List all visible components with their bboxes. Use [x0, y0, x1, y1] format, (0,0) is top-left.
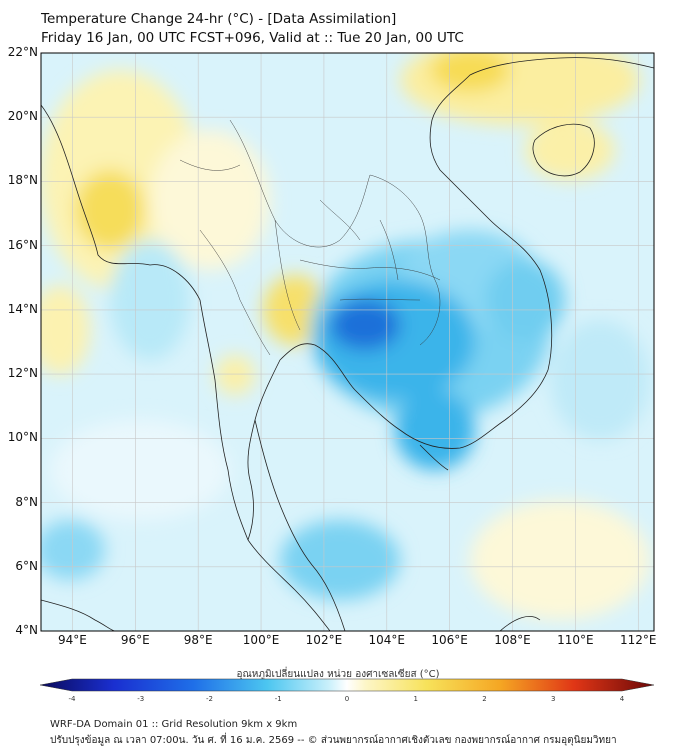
longitude-label: 100°E: [242, 633, 280, 647]
longitude-label: 94°E: [57, 633, 87, 647]
longitude-label: 106°E: [431, 633, 468, 647]
colorbar-tick-label: -4: [69, 695, 77, 703]
longitude-label: 104°E: [368, 633, 406, 647]
colorbar-tick-label: 1: [414, 695, 418, 703]
colorbar-tick-label: -1: [275, 695, 282, 703]
latitude-label: 18°N: [7, 173, 38, 188]
latitude-label: 16°N: [7, 237, 38, 252]
graticule: [41, 53, 654, 631]
longitude-label: 102°E: [305, 633, 343, 647]
colorbar-label: อุณหภูมิเปลี่ยนแปลง หน่วย องศาเซลเซียส (…: [236, 669, 440, 680]
temperature-field: [41, 53, 654, 631]
latitude-label: 8°N: [15, 494, 38, 509]
colorbar: -4 -3 -2 -1 0 1 2 3 4: [39, 678, 655, 703]
colorbar-tick-label: 0: [345, 695, 349, 703]
plot-frame: [40, 52, 655, 632]
map-title: Temperature Change 24-hr (°C) - [Data As…: [41, 11, 397, 27]
colorbar-tick-label: 3: [551, 695, 555, 703]
colorbar-tick-label: -3: [137, 695, 144, 703]
footer-credit: ปรับปรุงข้อมูล ณ เวลา 07:00น. วัน ศ. ที่…: [50, 735, 617, 746]
admin-borders: [179, 119, 441, 356]
colorbar-tick-label: -2: [206, 695, 213, 703]
longitude-label: 96°E: [120, 633, 150, 647]
latitude-label: 4°N: [15, 623, 38, 637]
map-subtitle: Friday 16 Jan, 00 UTC FCST+096, Valid at…: [41, 30, 464, 46]
latitude-label: 14°N: [7, 301, 38, 316]
longitude-label: 112°E: [620, 633, 657, 647]
latitude-label: 12°N: [7, 366, 38, 381]
footer-model-info: WRF-DA Domain 01 :: Grid Resolution 9km …: [50, 719, 298, 730]
colorbar-tick-label: 4: [620, 695, 625, 703]
longitude-label: 98°E: [183, 633, 213, 647]
latitude-label: 6°N: [15, 558, 38, 573]
coastlines: [41, 57, 654, 631]
longitude-label: 108°E: [494, 633, 531, 647]
latitude-label: 20°N: [7, 109, 38, 124]
longitude-label: 110°E: [557, 633, 594, 647]
latitude-label: 22°N: [7, 45, 38, 59]
latitude-label: 10°N: [7, 430, 38, 445]
colorbar-tick-label: 2: [482, 695, 486, 703]
colorbar-bar: [39, 678, 655, 692]
